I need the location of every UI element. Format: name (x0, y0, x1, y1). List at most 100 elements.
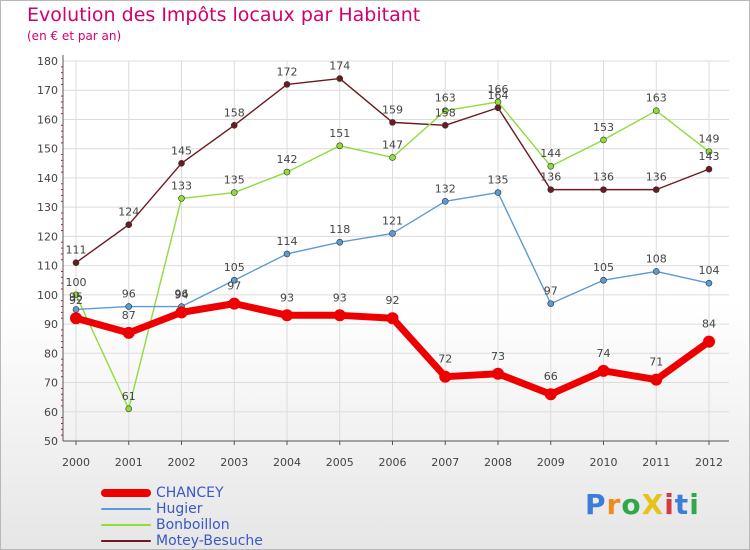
data-label-bonboillon-2011: 163 (646, 92, 667, 105)
data-label-chancey-2002: 94 (175, 288, 189, 301)
data-label-bonboillon-2009: 144 (540, 147, 561, 160)
data-label-chancey-2008: 73 (491, 350, 505, 363)
chart-subtitle: (en € et par an) (27, 29, 122, 43)
legend-label: CHANCEY (156, 485, 224, 501)
data-label-motey-besuche-2008: 164 (488, 89, 509, 102)
y-tick-label-170: 170 (37, 84, 58, 97)
x-tick-label-2008: 2008 (484, 456, 512, 469)
x-tick-label-2012: 2012 (695, 456, 723, 469)
data-point-hugier-2005 (336, 238, 344, 246)
data-label-chancey-2004: 93 (280, 291, 294, 304)
data-label-motey-besuche-2007: 158 (435, 106, 456, 119)
data-point-chancey-2002 (175, 306, 188, 319)
data-point-bonboillon-2011 (652, 107, 660, 114)
data-point-bonboillon-2005 (336, 142, 344, 150)
logo-letter: P (585, 488, 607, 521)
data-label-hugier-2004: 114 (277, 235, 298, 248)
data-label-chancey-2003: 97 (227, 280, 241, 293)
data-point-bonboillon-2007 (441, 107, 449, 114)
data-point-chancey-2008 (492, 367, 504, 380)
data-point-bonboillon-2009 (547, 162, 555, 170)
data-label-chancey-2007: 72 (438, 353, 452, 366)
data-point-hugier-2004 (283, 250, 291, 258)
y-tick-label-130: 130 (37, 201, 58, 214)
data-point-bonboillon-2003 (230, 189, 238, 196)
data-point-motey-besuche-2004 (283, 81, 291, 88)
data-point-hugier-2009 (547, 300, 555, 307)
data-point-chancey-2007 (439, 370, 452, 383)
data-label-hugier-2012: 104 (699, 264, 720, 277)
y-tick-label-140: 140 (37, 172, 58, 185)
logo-letter: o (621, 488, 642, 521)
data-point-hugier-2010 (600, 276, 607, 284)
data-point-chancey-2012 (703, 335, 715, 348)
x-tick-label-2001: 2001 (115, 456, 143, 469)
proxiti-logo: ProXiti (585, 488, 700, 521)
x-tick-label-2006: 2006 (379, 456, 407, 469)
data-point-motey-besuche-2006 (389, 119, 396, 126)
data-label-bonboillon-2005: 151 (329, 127, 350, 140)
data-label-chancey-2000: 92 (69, 294, 83, 307)
data-label-bonboillon-2000: 100 (66, 276, 87, 289)
legend-item-chancey: CHANCEY (101, 485, 263, 501)
x-tick-label-2000: 2000 (62, 456, 90, 469)
legend-item-motey-besuche: Motey-Besuche (101, 533, 263, 549)
logo-letter: t (674, 488, 690, 521)
data-label-motey-besuche-2009: 136 (540, 171, 561, 184)
data-label-motey-besuche-2012: 143 (699, 150, 720, 163)
data-label-chancey-2010: 74 (597, 347, 611, 360)
x-tick-label-2011: 2011 (642, 456, 670, 469)
data-label-hugier-2005: 118 (329, 223, 350, 236)
y-tick-label-110: 110 (37, 260, 58, 273)
legend-label: Motey-Besuche (156, 533, 263, 549)
legend-swatch (101, 524, 151, 526)
data-label-bonboillon-2001: 61 (122, 390, 136, 403)
legend-label: Bonboillon (156, 517, 230, 533)
y-tick-label-80: 80 (44, 347, 58, 360)
y-tick-label-120: 120 (37, 230, 58, 243)
data-point-chancey-2006 (386, 312, 399, 325)
y-tick-label-50: 50 (44, 435, 58, 448)
data-label-bonboillon-2012: 149 (699, 133, 720, 146)
data-point-chancey-2005 (333, 309, 346, 322)
x-tick-label-2003: 2003 (220, 456, 248, 469)
x-tick-label-2002: 2002 (168, 456, 196, 469)
data-point-hugier-2011 (652, 268, 660, 275)
data-label-bonboillon-2003: 135 (224, 174, 245, 187)
chart-legend: CHANCEY Hugier Bonboillon Motey-Besuche (101, 485, 263, 549)
x-tick-label-2007: 2007 (431, 456, 459, 469)
data-label-bonboillon-2006: 147 (382, 138, 403, 151)
data-point-motey-besuche-2005 (336, 75, 344, 82)
data-point-bonboillon-2000 (72, 291, 80, 299)
legend-label: Hugier (156, 501, 203, 517)
x-tick-label-2004: 2004 (273, 456, 301, 469)
logo-letter: r (606, 488, 622, 521)
data-label-hugier-2006: 121 (382, 214, 403, 227)
data-point-bonboillon-2002 (178, 195, 185, 202)
data-label-bonboillon-2007: 163 (435, 92, 456, 105)
data-label-motey-besuche-2011: 136 (646, 171, 667, 184)
data-point-bonboillon-2006 (389, 154, 396, 161)
data-label-motey-besuche-2001: 124 (118, 206, 139, 219)
data-point-hugier-2001 (125, 303, 133, 310)
legend-item-bonboillon: Bonboillon (101, 517, 263, 533)
data-point-motey-besuche-2012 (705, 165, 713, 173)
data-label-bonboillon-2002: 133 (171, 179, 192, 192)
legend-swatch (101, 508, 151, 510)
chart-title: Evolution des Impôts locaux par Habitant (27, 4, 421, 26)
data-point-motey-besuche-2007 (441, 122, 449, 129)
data-point-hugier-2000 (72, 306, 80, 313)
data-point-bonboillon-2008 (494, 98, 502, 106)
data-label-hugier-2010: 105 (593, 261, 614, 274)
legend-swatch (101, 489, 151, 497)
data-point-hugier-2012 (705, 279, 713, 287)
data-point-hugier-2008 (494, 189, 502, 196)
data-point-motey-besuche-2008 (494, 104, 502, 112)
x-tick-label-2009: 2009 (537, 456, 565, 469)
data-label-chancey-2011: 71 (649, 356, 663, 369)
data-label-hugier-2009: 97 (544, 285, 558, 298)
data-point-bonboillon-2004 (283, 168, 291, 176)
data-point-motey-besuche-2010 (600, 186, 607, 193)
legend-item-hugier: Hugier (101, 501, 263, 517)
